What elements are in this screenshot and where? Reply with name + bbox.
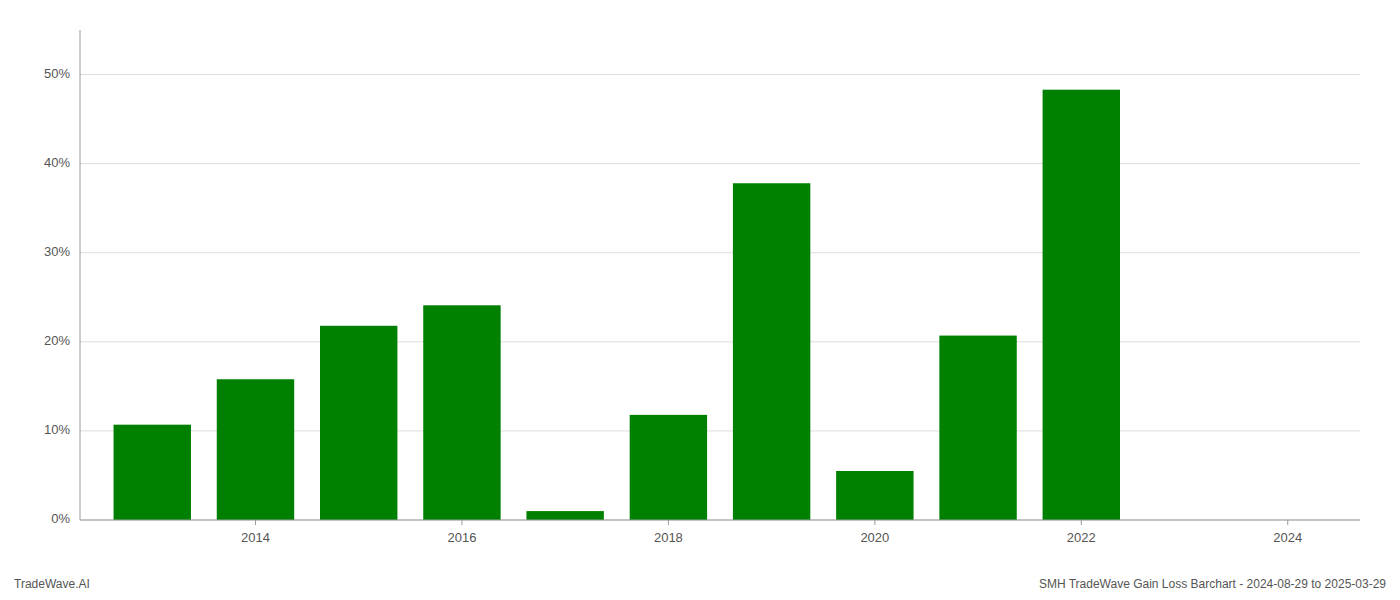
bar bbox=[733, 183, 810, 520]
x-axis-line bbox=[80, 520, 1360, 521]
footer-text: SMH TradeWave Gain Loss Barchart - 2024-… bbox=[1039, 577, 1386, 591]
x-tick-label: 2024 bbox=[1273, 530, 1302, 545]
bar bbox=[423, 305, 500, 520]
y-tick-label: 40% bbox=[44, 155, 70, 170]
x-tick bbox=[255, 520, 256, 525]
y-grid bbox=[80, 75, 1360, 520]
x-tick-label: 2018 bbox=[654, 530, 683, 545]
grid-line bbox=[80, 163, 1360, 164]
bar bbox=[217, 379, 294, 520]
y-axis-line bbox=[80, 30, 81, 520]
x-tick-label: 2020 bbox=[860, 530, 889, 545]
grid-line bbox=[80, 520, 1360, 521]
x-axis: 2014 2016 2018 2020 2022 2024 bbox=[80, 520, 1360, 545]
x-tick bbox=[874, 520, 875, 525]
x-tick-label: 2014 bbox=[241, 530, 270, 545]
x-tick bbox=[461, 520, 462, 525]
bars bbox=[114, 90, 1120, 520]
bar bbox=[114, 425, 191, 520]
y-tick-label: 50% bbox=[44, 66, 70, 81]
bar bbox=[320, 326, 397, 520]
x-tick bbox=[1081, 520, 1082, 525]
bar bbox=[630, 415, 707, 520]
grid-line bbox=[80, 341, 1360, 342]
chart: 0% 10% 20% 30% 40% 50% 2014 2016 2018 2020 2022 202… bbox=[0, 0, 1400, 600]
grid-line bbox=[80, 74, 1360, 75]
y-tick-label: 0% bbox=[51, 511, 70, 526]
y-tick-label: 10% bbox=[44, 422, 70, 437]
footer: TradeWave.AI SMH TradeWave Gain Loss Barc… bbox=[14, 577, 1386, 591]
y-tick-label: 20% bbox=[44, 333, 70, 348]
y-tick-label: 30% bbox=[44, 244, 70, 259]
bar bbox=[1043, 90, 1120, 520]
y-axis: 0% 10% 20% 30% 40% 50% bbox=[44, 30, 80, 526]
bar bbox=[836, 471, 913, 520]
grid-line bbox=[80, 252, 1360, 253]
bar bbox=[939, 336, 1016, 520]
footer-text: TradeWave.AI bbox=[14, 577, 90, 591]
x-tick bbox=[668, 520, 669, 525]
x-tick-label: 2016 bbox=[447, 530, 476, 545]
x-tick bbox=[1287, 520, 1288, 525]
x-tick-label: 2022 bbox=[1067, 530, 1096, 545]
bar bbox=[526, 511, 603, 520]
